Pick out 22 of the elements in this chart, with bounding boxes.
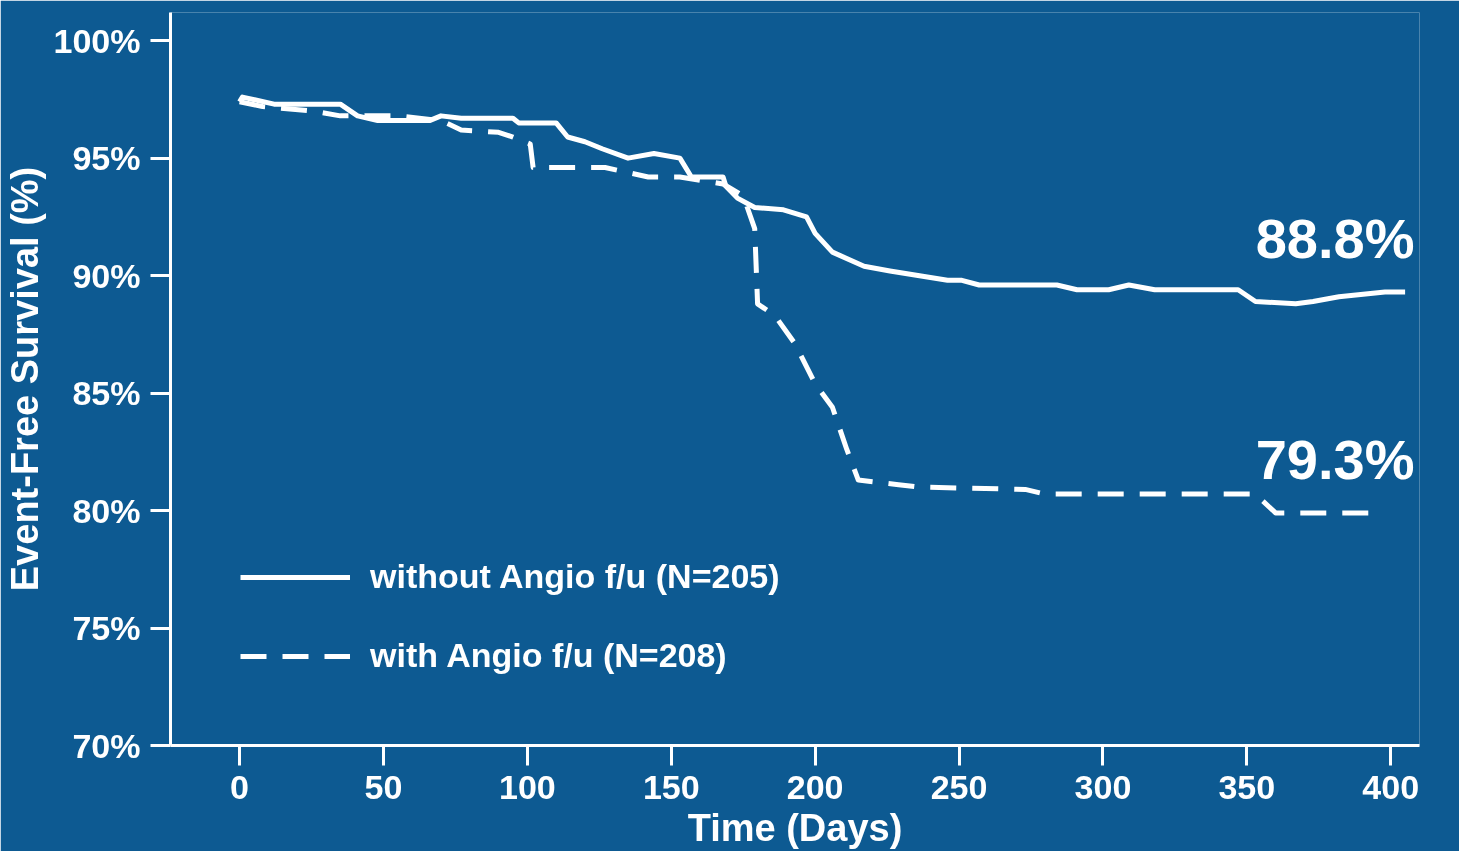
annotation: 79.3%	[1255, 427, 1415, 491]
x-tick-label: 0	[230, 767, 250, 806]
annotation: 88.8%	[1255, 207, 1415, 271]
x-tick-label: 50	[364, 767, 403, 806]
x-tick-label: 150	[642, 767, 700, 806]
y-tick-label: 70%	[72, 726, 141, 765]
y-tick-label: 85%	[72, 374, 141, 413]
x-axis-title: Time (Days)	[687, 806, 903, 849]
y-tick-label: 75%	[72, 609, 141, 648]
x-tick-label: 300	[1074, 767, 1132, 806]
x-tick-label: 100	[498, 767, 556, 806]
y-axis-title: Event-Free Survival (%)	[3, 166, 46, 592]
x-tick-label: 350	[1218, 767, 1276, 806]
legend-label: with Angio f/u (N=208)	[370, 636, 727, 675]
x-tick-label: 200	[786, 767, 844, 806]
y-tick-label: 90%	[72, 256, 141, 295]
x-tick-label: 250	[930, 767, 988, 806]
legend-label: without Angio f/u (N=205)	[370, 557, 780, 596]
y-tick-label: 100%	[53, 21, 141, 60]
x-tick-label: 400	[1362, 767, 1420, 806]
y-tick-label: 80%	[72, 491, 141, 530]
y-tick-label: 95%	[72, 139, 141, 178]
